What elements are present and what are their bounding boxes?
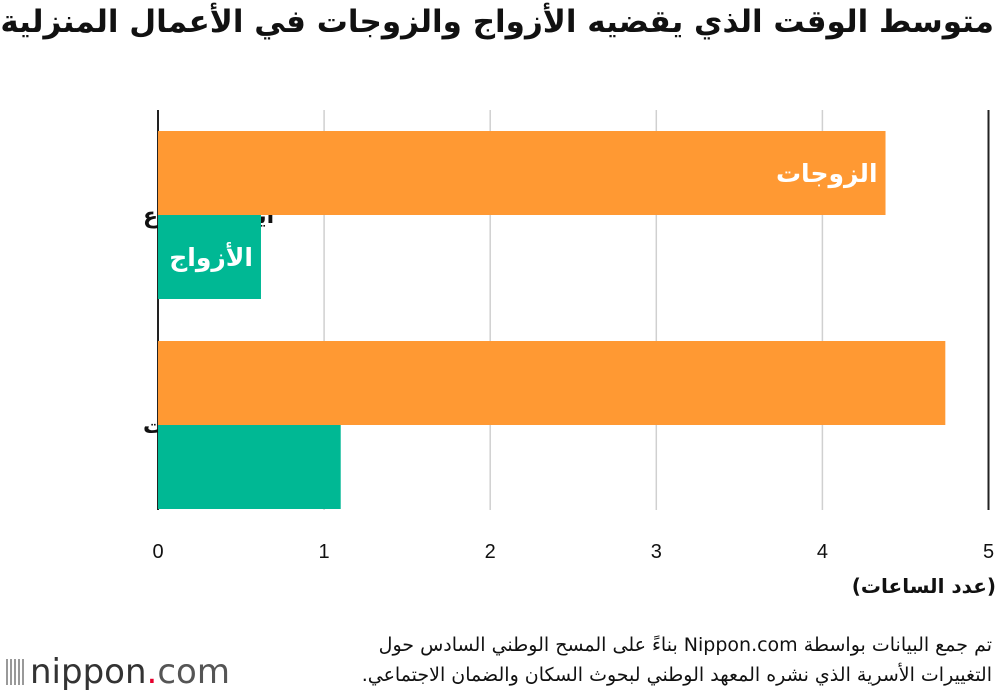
series-label: الأزواج <box>169 242 253 273</box>
x-axis-label: (عدد الساعات) <box>851 574 996 598</box>
x-tick-label: 5 <box>983 541 994 563</box>
bar-wives <box>158 341 946 425</box>
bar-husbands <box>158 425 341 509</box>
source-line-1: تم جمع البيانات بواسطة Nippon.com بناءً … <box>378 634 992 656</box>
x-tick-label: 4 <box>817 541 828 563</box>
x-tick-label: 2 <box>485 541 496 563</box>
nippon-logo: nippon.com <box>6 652 230 692</box>
source-note: تم جمع البيانات بواسطة Nippon.com بناءً … <box>232 630 992 690</box>
x-tick-label: 1 <box>319 541 330 563</box>
bar-wives <box>158 131 886 215</box>
x-tick-label: 0 <box>152 541 163 563</box>
chart-title: متوسط الوقت الذي يقضيه الأزواج والزوجات … <box>0 4 994 40</box>
bar-husbands <box>158 215 261 299</box>
logo-bars-icon <box>6 659 26 685</box>
source-line-2: التغييرات الأسرية الذي نشره المعهد الوطن… <box>361 664 992 686</box>
x-tick-label: 3 <box>651 541 662 563</box>
series-label: الزوجات <box>776 159 878 189</box>
